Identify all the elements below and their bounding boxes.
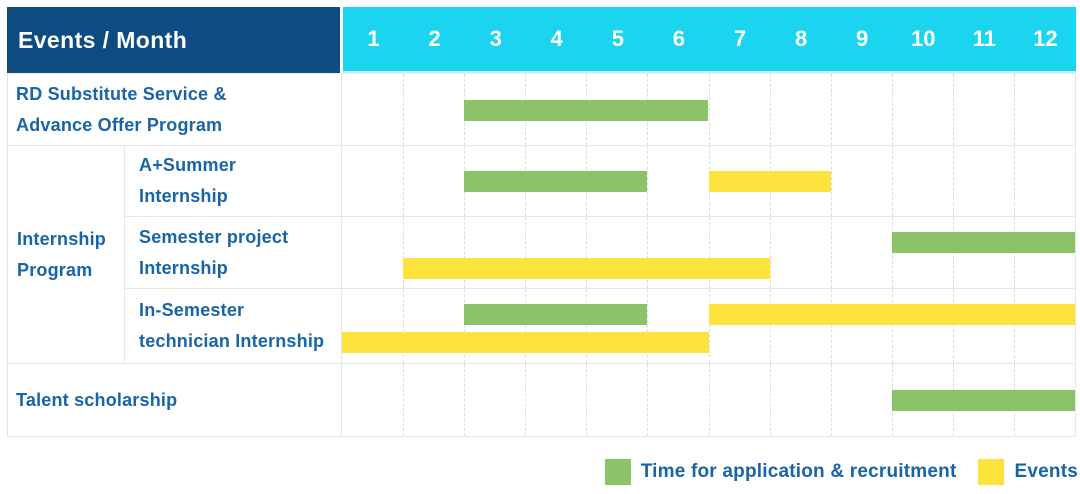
month-gridline — [464, 289, 466, 363]
month-gridline — [830, 74, 832, 145]
month-gridline — [952, 289, 954, 363]
application-legend-label: Time for application & recruitment — [640, 461, 957, 482]
events-bar — [403, 258, 770, 280]
application-legend-swatch — [604, 459, 631, 485]
row-label-a-summer-internship: A+Summer Internship — [124, 146, 341, 217]
month-gridline — [769, 217, 771, 288]
month-label: 11 — [972, 26, 996, 51]
month-gridline — [403, 217, 405, 288]
events-legend-swatch — [978, 459, 1005, 485]
month-gridline — [708, 364, 710, 436]
application-bar — [891, 231, 1075, 253]
month-gridline — [769, 74, 771, 145]
timeline-semester-project-internship — [341, 217, 1075, 289]
timeline-a-summer-internship — [341, 146, 1075, 217]
month-gridline — [891, 289, 893, 363]
month-label: 9 — [856, 26, 869, 51]
corner-header: Events / Month — [7, 7, 343, 73]
month-label: 6 — [672, 26, 686, 51]
month-gridline — [952, 146, 954, 216]
month-label: 7 — [733, 26, 747, 51]
month-gridline — [647, 146, 649, 216]
month-gridline — [464, 364, 466, 436]
month-gridline — [525, 217, 527, 288]
row-label-semester-project-internship: Semester project Internship — [124, 217, 341, 289]
month-gridline — [647, 217, 649, 288]
month-gridline — [647, 289, 649, 363]
month-gridline — [525, 364, 527, 436]
month-gridline — [403, 289, 405, 363]
month-gridline — [464, 217, 466, 288]
row-label-in-semester-technician-internship: In-Semester technician Internship — [124, 289, 341, 364]
table-header: Events / Month 1 2 3 4 5 6 7 8 9 10 11 12 — [7, 7, 1076, 73]
events-legend-label: Events — [1014, 461, 1078, 482]
gantt-body: RD Substitute Service & Advance Offer Pr… — [7, 73, 1076, 437]
month-gridline — [647, 364, 649, 436]
month-gridline — [769, 289, 771, 363]
month-label: 2 — [428, 26, 441, 51]
group-label-internship-program: Internship Program — [8, 146, 124, 364]
month-gridline — [830, 289, 832, 363]
month-label: 10 — [911, 26, 936, 51]
events-bar — [342, 331, 709, 353]
events-bar — [708, 304, 1075, 326]
month-gridline — [891, 146, 893, 216]
month-label: 1 — [367, 26, 380, 51]
month-label: 5 — [611, 26, 624, 51]
month-gridline — [403, 146, 405, 216]
month-gridline — [1013, 74, 1015, 145]
month-gridline — [708, 289, 710, 363]
application-bar — [464, 171, 648, 192]
month-gridline — [403, 364, 405, 436]
row-label-talent-scholarship: Talent scholarship — [16, 389, 178, 410]
month-label: 4 — [550, 26, 563, 51]
month-gridline — [830, 364, 832, 436]
month-gridline — [586, 364, 588, 436]
legend: Time for application & recruitment Event… — [604, 456, 1078, 488]
application-bar — [891, 390, 1075, 411]
timeline-in-semester-technician-internship — [341, 289, 1075, 364]
month-gridline — [952, 74, 954, 145]
month-gridline — [586, 217, 588, 288]
month-gridline — [830, 217, 832, 288]
month-gridline — [586, 289, 588, 363]
month-label: 8 — [794, 26, 808, 51]
month-gridline — [891, 74, 893, 145]
month-gridline — [769, 364, 771, 436]
application-bar — [464, 304, 648, 326]
month-header: 1 2 3 4 5 6 7 8 9 10 11 12 — [343, 7, 1076, 73]
application-bar — [464, 99, 709, 121]
events-bar — [708, 171, 831, 192]
month-gridline — [403, 74, 405, 145]
month-label: 12 — [1033, 26, 1058, 51]
month-gridline — [1013, 146, 1015, 216]
timeline-talent-scholarship — [341, 364, 1075, 436]
schedule-table: Events / Month 1 2 3 4 5 6 7 8 9 10 11 12 RD Substi… — [7, 7, 1076, 437]
month-gridline — [830, 146, 832, 216]
month-gridline — [708, 217, 710, 288]
month-label: 3 — [489, 26, 502, 51]
timeline-rd-substitute — [341, 74, 1075, 146]
corner-header-label: Events / Month — [18, 26, 188, 53]
row-label-rd-substitute: RD Substitute Service & Advance Offer Pr… — [8, 74, 341, 146]
month-gridline — [708, 74, 710, 145]
month-gridline — [1013, 289, 1015, 363]
month-gridline — [525, 289, 527, 363]
